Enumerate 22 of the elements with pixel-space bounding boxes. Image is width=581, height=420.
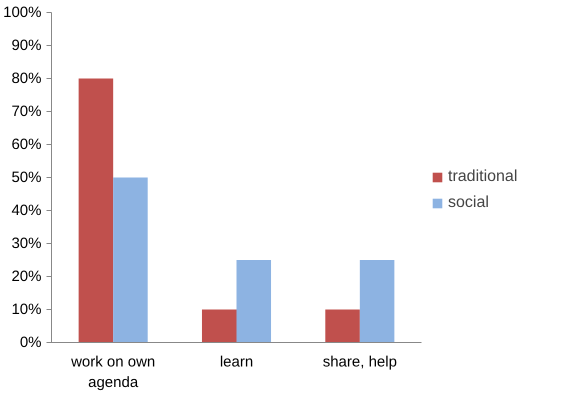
bar bbox=[202, 310, 236, 342]
bar bbox=[78, 78, 114, 342]
x-tick-label: work on own agenda bbox=[70, 354, 156, 391]
y-tick-label: 80% bbox=[11, 70, 42, 87]
y-tick-label: 0% bbox=[20, 334, 42, 351]
y-tick-label: 70% bbox=[11, 103, 42, 120]
x-tick-label: share, help bbox=[322, 354, 397, 370]
y-tick-label: 60% bbox=[11, 136, 42, 153]
y-tick-label: 30% bbox=[11, 235, 42, 252]
y-tick-label: 40% bbox=[11, 202, 42, 219]
y-tick-label: 20% bbox=[11, 268, 42, 285]
legend-label: traditional bbox=[448, 168, 518, 186]
x-tick-label: learn bbox=[220, 354, 254, 370]
bar bbox=[325, 310, 360, 342]
bar bbox=[360, 260, 394, 342]
y-tick-label: 10% bbox=[11, 301, 42, 318]
y-tick-label: 50% bbox=[11, 169, 42, 186]
y-tick-label: 90% bbox=[11, 37, 42, 54]
legend-label: social bbox=[448, 194, 489, 212]
y-tick-label: 100% bbox=[3, 4, 42, 21]
bar bbox=[113, 178, 148, 342]
bar bbox=[236, 260, 272, 342]
